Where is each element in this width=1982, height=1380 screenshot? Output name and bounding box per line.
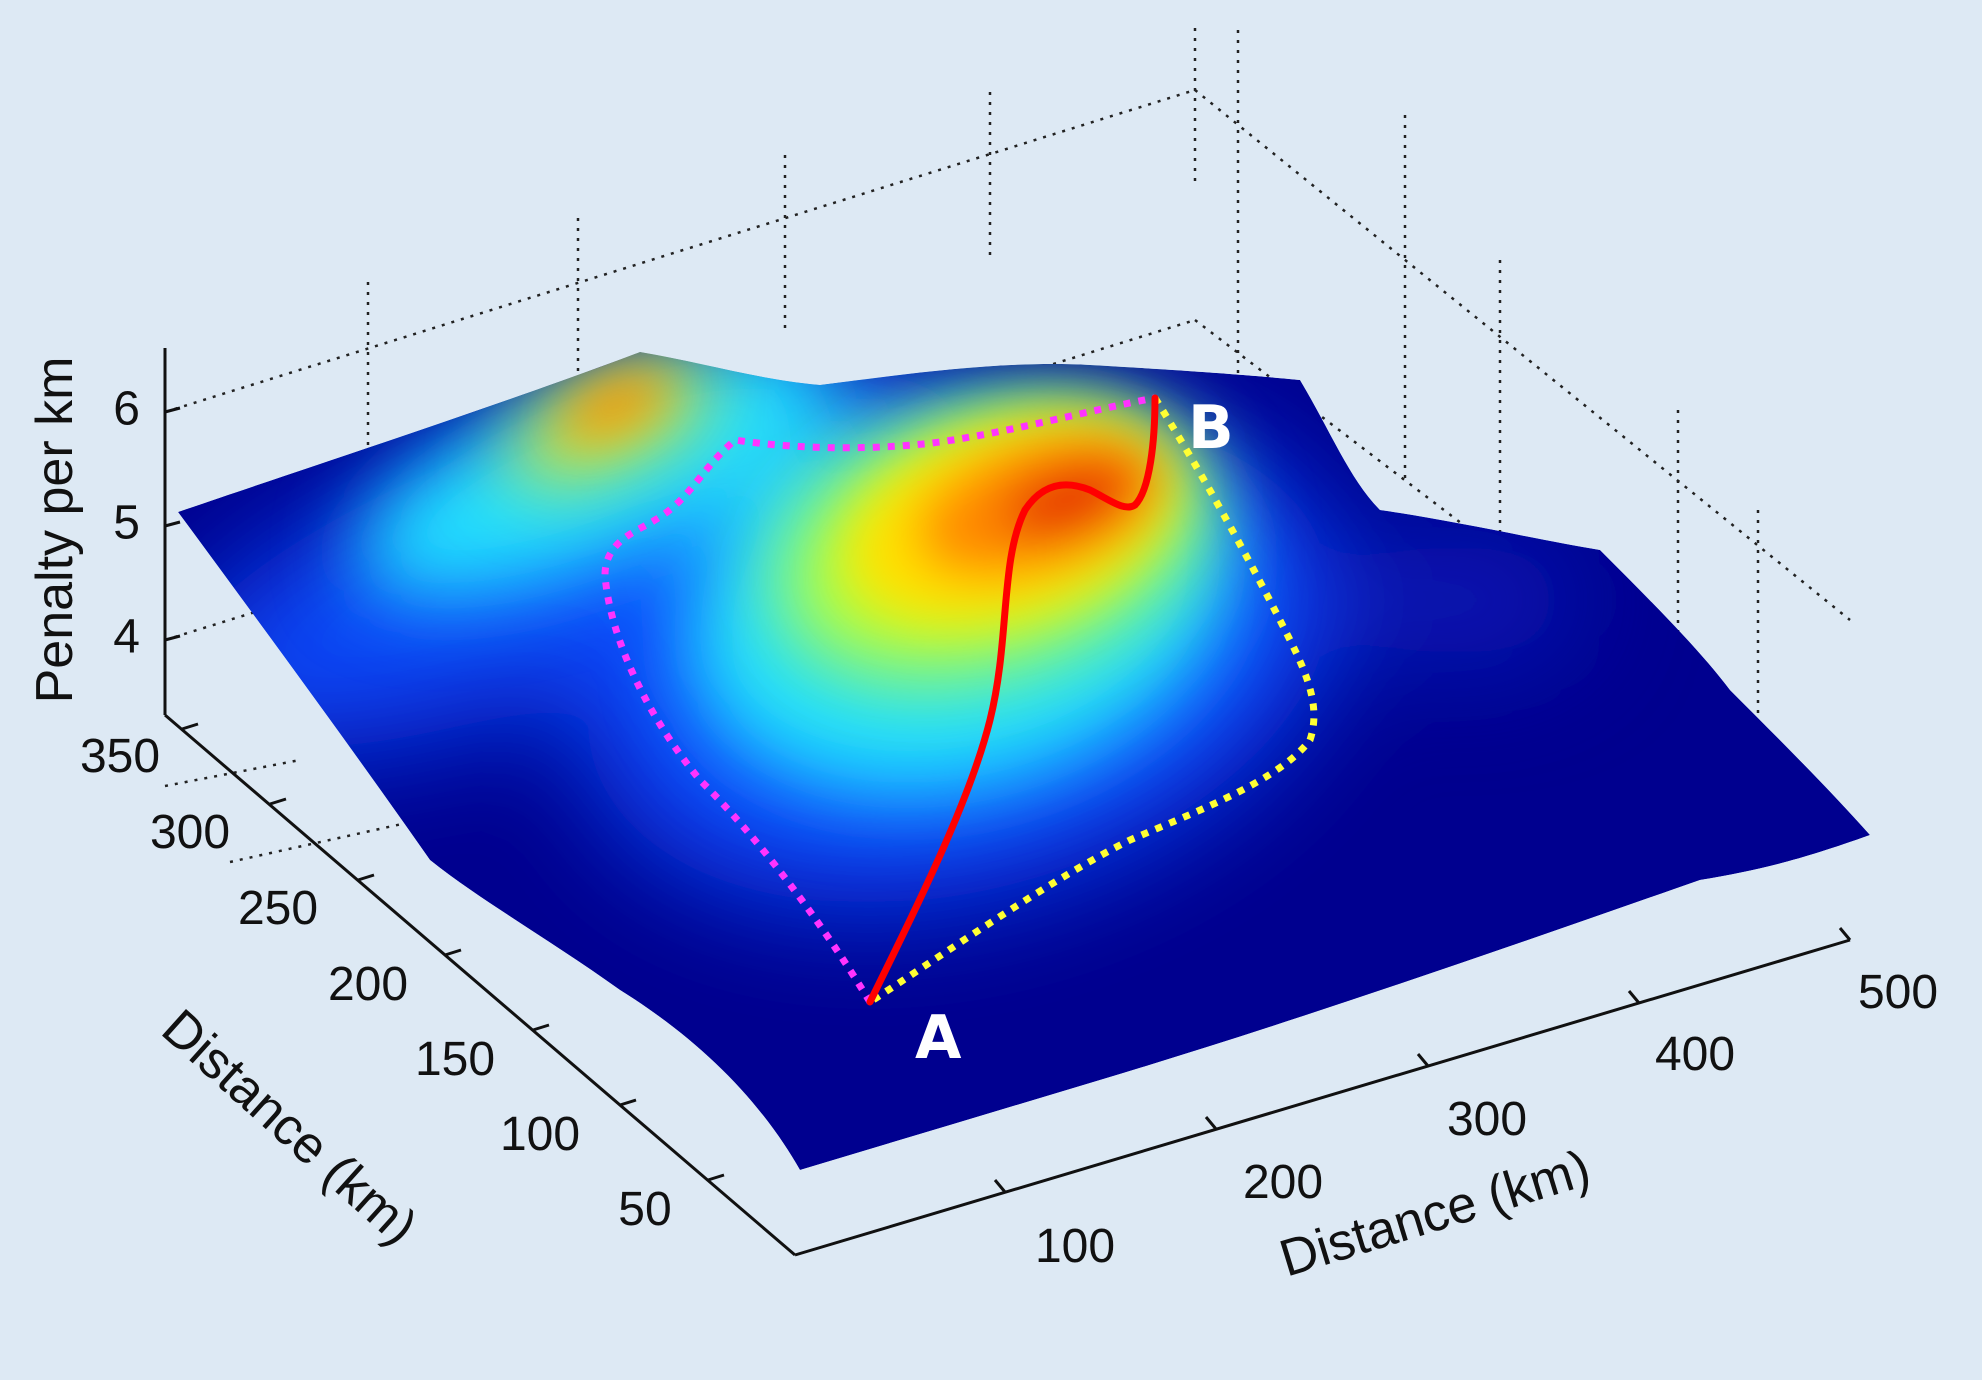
y-tick-label: 300: [150, 806, 230, 859]
point-label-a: A: [915, 1003, 962, 1073]
y-tick-label: 250: [238, 882, 318, 935]
surface: [178, 352, 1870, 1170]
y-tick-label: 100: [500, 1108, 580, 1161]
y-tick-label: 350: [80, 730, 160, 783]
z-axis-label: Penalty per km: [26, 357, 84, 704]
right-boundary-path: [868, 396, 1318, 1005]
y-tick-labels: 350 300 250 200 150 100 50: [80, 730, 672, 1236]
left-boundary-path: [601, 394, 1156, 1004]
z-tick-label: 6: [113, 383, 140, 436]
x-tick-label: 400: [1655, 1028, 1735, 1081]
x-tick-label: 500: [1858, 966, 1938, 1019]
y-tick-label: 200: [328, 958, 408, 1011]
paths: [601, 394, 1318, 1006]
x-tick-label: 100: [1035, 1220, 1115, 1273]
z-tick-label: 5: [113, 497, 140, 550]
z-tick-labels: 6 5 4: [113, 383, 140, 664]
point-label-b: B: [1188, 393, 1234, 463]
y-tick-label: 50: [618, 1183, 671, 1236]
x-tick-labels: 100 200 300 400 500: [1035, 966, 1938, 1273]
axes: [163, 348, 1852, 1257]
x-tick-label: 200: [1243, 1156, 1323, 1209]
y-tick-label: 150: [415, 1033, 495, 1086]
optimal-path: [866, 394, 1159, 1006]
z-tick-label: 4: [113, 611, 140, 664]
x-tick-label: 300: [1447, 1093, 1527, 1146]
